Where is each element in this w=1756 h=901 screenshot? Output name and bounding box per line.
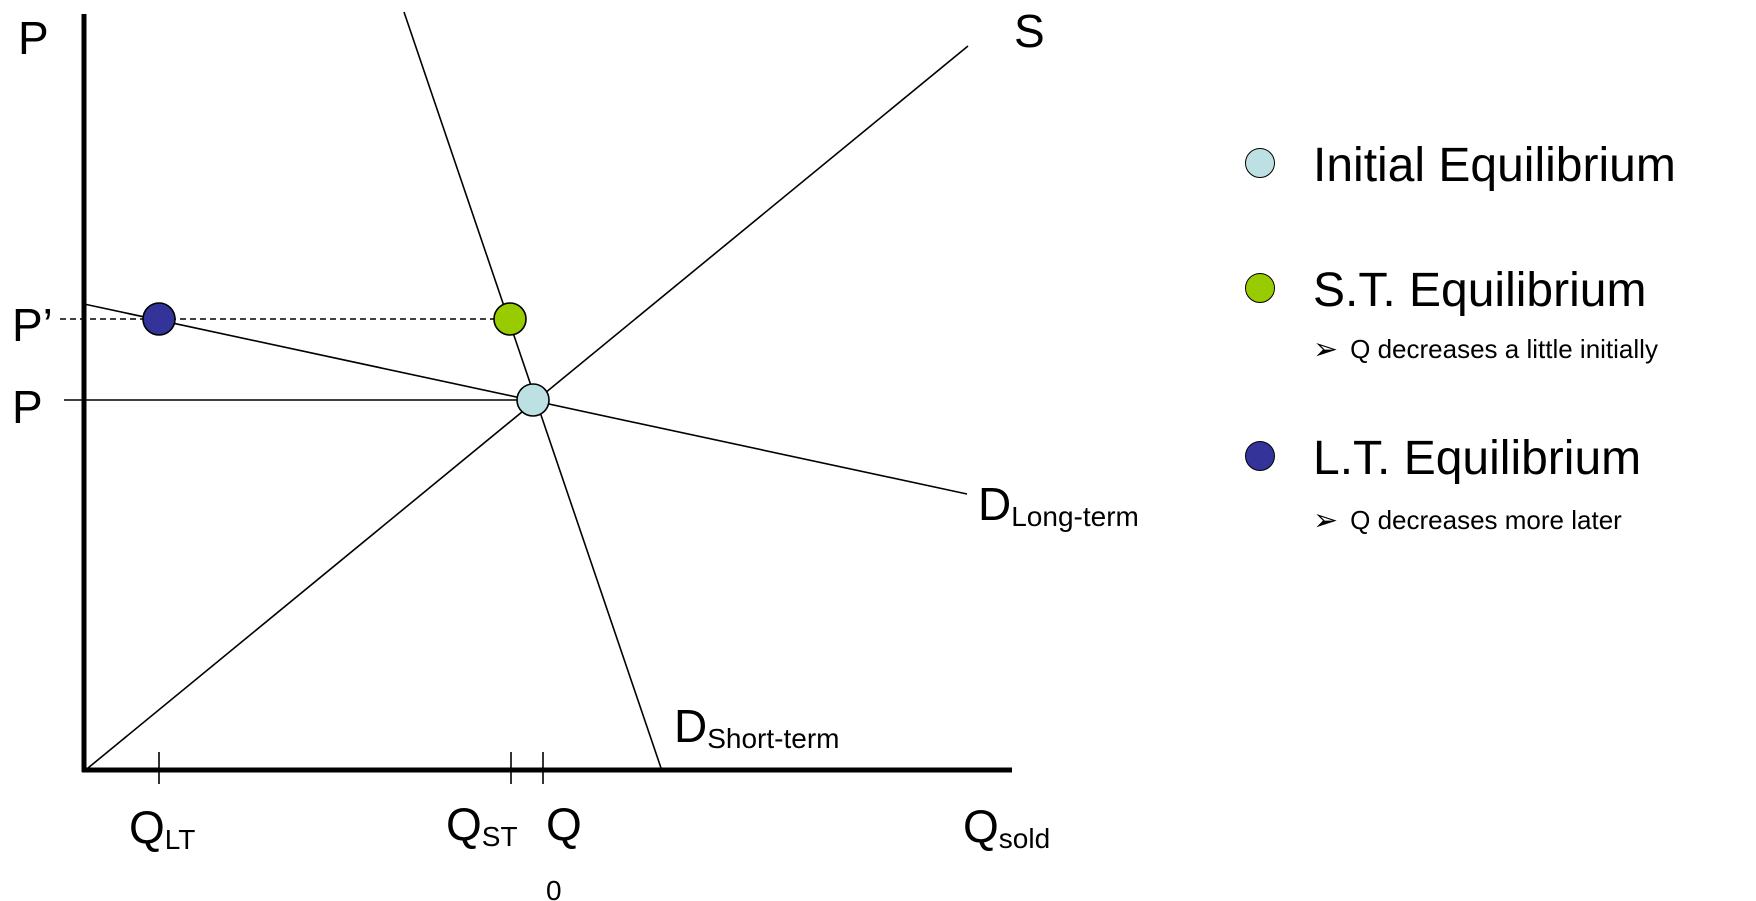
- q-lt-label: QLT: [129, 801, 195, 855]
- initial-equilibrium-dot-icon: [1245, 148, 1275, 178]
- legend-item-long-term: [1245, 441, 1275, 471]
- supply-label: S: [1014, 5, 1045, 57]
- long-term-equilibrium-dot-icon: [1245, 441, 1275, 471]
- long-term-note-text: Q decreases more later: [1350, 505, 1622, 535]
- q-st-label: QST: [446, 798, 518, 852]
- price-p-label: P: [12, 381, 43, 433]
- short-term-note-text: Q decreases a little initially: [1350, 334, 1658, 364]
- long-term-equilibrium-point: [142, 302, 176, 336]
- arrowhead-bullet-icon: ➢: [1313, 332, 1339, 367]
- short-term-equilibrium-dot-icon: [1245, 273, 1275, 303]
- price-p-prime-label: P’: [12, 299, 53, 351]
- legend-initial-label: Initial Equilibrium: [1313, 139, 1676, 192]
- legend-short-term-label: S.T. Equilibrium: [1313, 264, 1647, 317]
- arrowhead-bullet-icon: ➢: [1313, 503, 1339, 538]
- q0-subscript: 0: [546, 875, 562, 901]
- short-term-demand-label: DShort-term: [674, 700, 839, 754]
- x-axis-label: Qsold: [963, 800, 1050, 854]
- y-axis-label: P: [18, 12, 49, 64]
- q0-label: Q: [546, 798, 582, 850]
- legend: Initial Equilibrium S.T. Equilibrium ➢ Q…: [1245, 0, 1745, 901]
- legend-long-term-label: L.T. Equilibrium: [1313, 432, 1642, 485]
- legend-short-term-note: ➢ Q decreases a little initially: [1313, 332, 1658, 367]
- legend-long-term-note: ➢ Q decreases more later: [1313, 503, 1622, 538]
- legend-item-short-term: [1245, 273, 1275, 303]
- short-term-equilibrium-point: [493, 302, 527, 336]
- long-term-demand-label: DLong-term: [978, 478, 1139, 532]
- legend-item-initial: [1245, 148, 1275, 178]
- initial-equilibrium-point: [516, 383, 550, 417]
